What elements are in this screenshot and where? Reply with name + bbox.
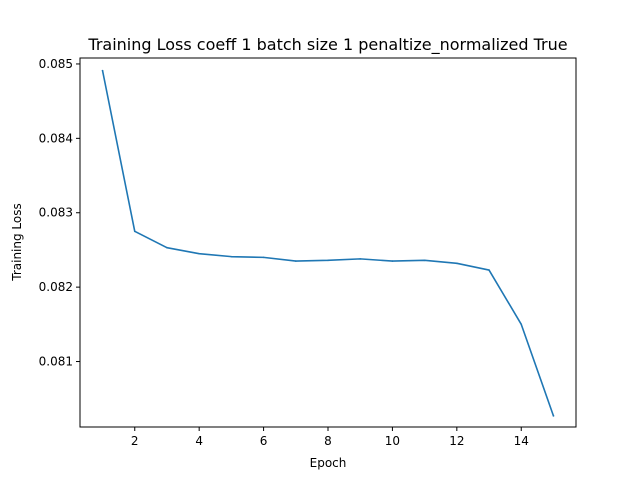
data-point [359,258,362,260]
x-axis: 2 4 6 8 10 12 14 [131,427,529,448]
data-point [198,252,200,255]
data-point [520,323,523,326]
x-tick-label: 2 [131,434,139,448]
data-point [133,230,136,233]
data-point [262,256,265,259]
data-point [552,415,555,417]
y-tick-label: 0.083 [39,206,73,220]
x-tick-label: 10 [385,434,400,448]
data-point [391,260,394,262]
data-point [166,246,168,249]
x-axis-label: Epoch [310,456,347,470]
data-point [488,269,490,271]
x-tick-label: 12 [449,434,464,448]
data-point [327,259,329,262]
y-tick-label: 0.084 [39,131,73,145]
x-tick-label: 14 [514,434,529,448]
plot-area [101,69,555,417]
data-point [294,260,297,262]
data-point [101,69,104,72]
y-tick-label: 0.082 [39,280,73,294]
y-axis: 0.081 0.082 0.083 0.084 0.085 [39,57,80,369]
data-point [423,259,426,262]
x-tick-label: 8 [324,434,332,448]
x-tick-label: 4 [195,434,203,448]
data-point [230,255,233,258]
chart-title: Training Loss coeff 1 batch size 1 penal… [87,35,567,55]
y-axis-label: Training Loss [10,203,24,281]
y-tick-label: 0.085 [39,57,73,71]
x-tick-label: 6 [260,434,268,448]
y-tick-label: 0.081 [39,355,73,369]
data-point [456,262,458,265]
